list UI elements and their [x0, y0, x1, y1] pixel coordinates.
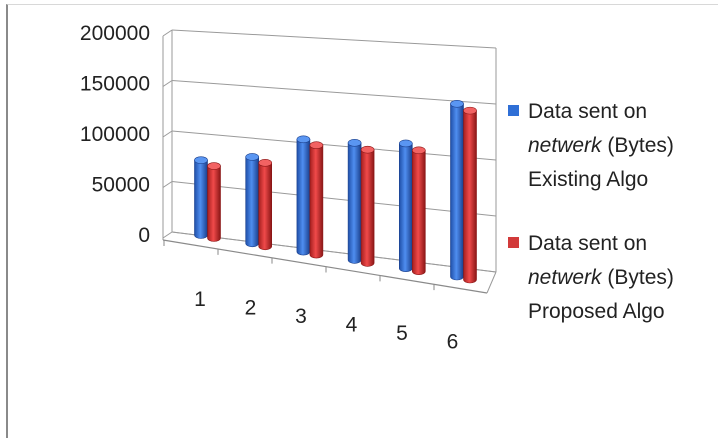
- legend-label-line: Proposed Algo: [528, 300, 665, 323]
- legend-label-line: netwerk (Bytes): [528, 266, 674, 289]
- floor-back-edge: [171, 231, 497, 273]
- legend-item: Data sent on netwerk (Bytes) Existing Algo: [508, 100, 674, 191]
- x-axis: [162, 239, 488, 294]
- bar-existing: [450, 99, 464, 281]
- x-tick-label: 6: [447, 331, 459, 354]
- gridline: [171, 80, 497, 105]
- legend-label-line: Existing Algo: [528, 168, 648, 191]
- x-tick-label: 5: [396, 322, 408, 345]
- gridline: [171, 181, 497, 217]
- y-tick-label: 0: [138, 224, 150, 247]
- x-tick-label: 1: [194, 288, 206, 311]
- legend-swatch: [508, 105, 519, 116]
- gridline: [171, 130, 497, 161]
- bar-proposed: [309, 141, 324, 259]
- legend-swatch: [508, 237, 519, 248]
- bar-existing: [398, 139, 413, 272]
- bar-proposed: [463, 106, 477, 284]
- bar-proposed: [207, 162, 221, 242]
- bar-existing: [245, 153, 259, 248]
- gridline-connector: [162, 181, 173, 188]
- y-tick-label: 200000: [80, 22, 150, 45]
- bar-proposed: [360, 145, 375, 267]
- bar-existing: [194, 156, 208, 239]
- legend-label-line: Data sent on: [528, 100, 647, 123]
- bar-proposed: [258, 159, 273, 251]
- gridline-connector: [162, 29, 173, 37]
- x-tick-label: 4: [346, 314, 358, 337]
- y-tick-label: 100000: [80, 123, 150, 146]
- chart-frame: [6, 4, 718, 438]
- x-tick-label: 2: [245, 297, 257, 320]
- y-tick-label: 50000: [92, 174, 150, 197]
- legend: Data sent on netwerk (Bytes) Existing Algo…: [508, 100, 674, 323]
- x-tick-label: 3: [295, 305, 307, 328]
- axes: [162, 30, 497, 294]
- bar-existing: [347, 139, 362, 264]
- gridline-connector: [162, 130, 173, 138]
- gridline-connector: [162, 231, 173, 239]
- gridline-connector: [162, 80, 173, 87]
- legend-label-line: Data sent on: [528, 232, 647, 255]
- legend-item: Data sent on netwerk (Bytes) Proposed Algo: [508, 232, 674, 323]
- bar-existing: [296, 135, 311, 256]
- legend-label-line: netwerk (Bytes): [528, 134, 674, 157]
- bars: [194, 99, 477, 284]
- floor-right-edge: [486, 271, 497, 294]
- tick-labels: 0 50000 100000 150000 200000 1 2 3 4 5 6: [80, 22, 458, 354]
- y-tick-label: 150000: [80, 73, 150, 96]
- bar-proposed: [411, 146, 426, 275]
- gridline: [171, 29, 497, 49]
